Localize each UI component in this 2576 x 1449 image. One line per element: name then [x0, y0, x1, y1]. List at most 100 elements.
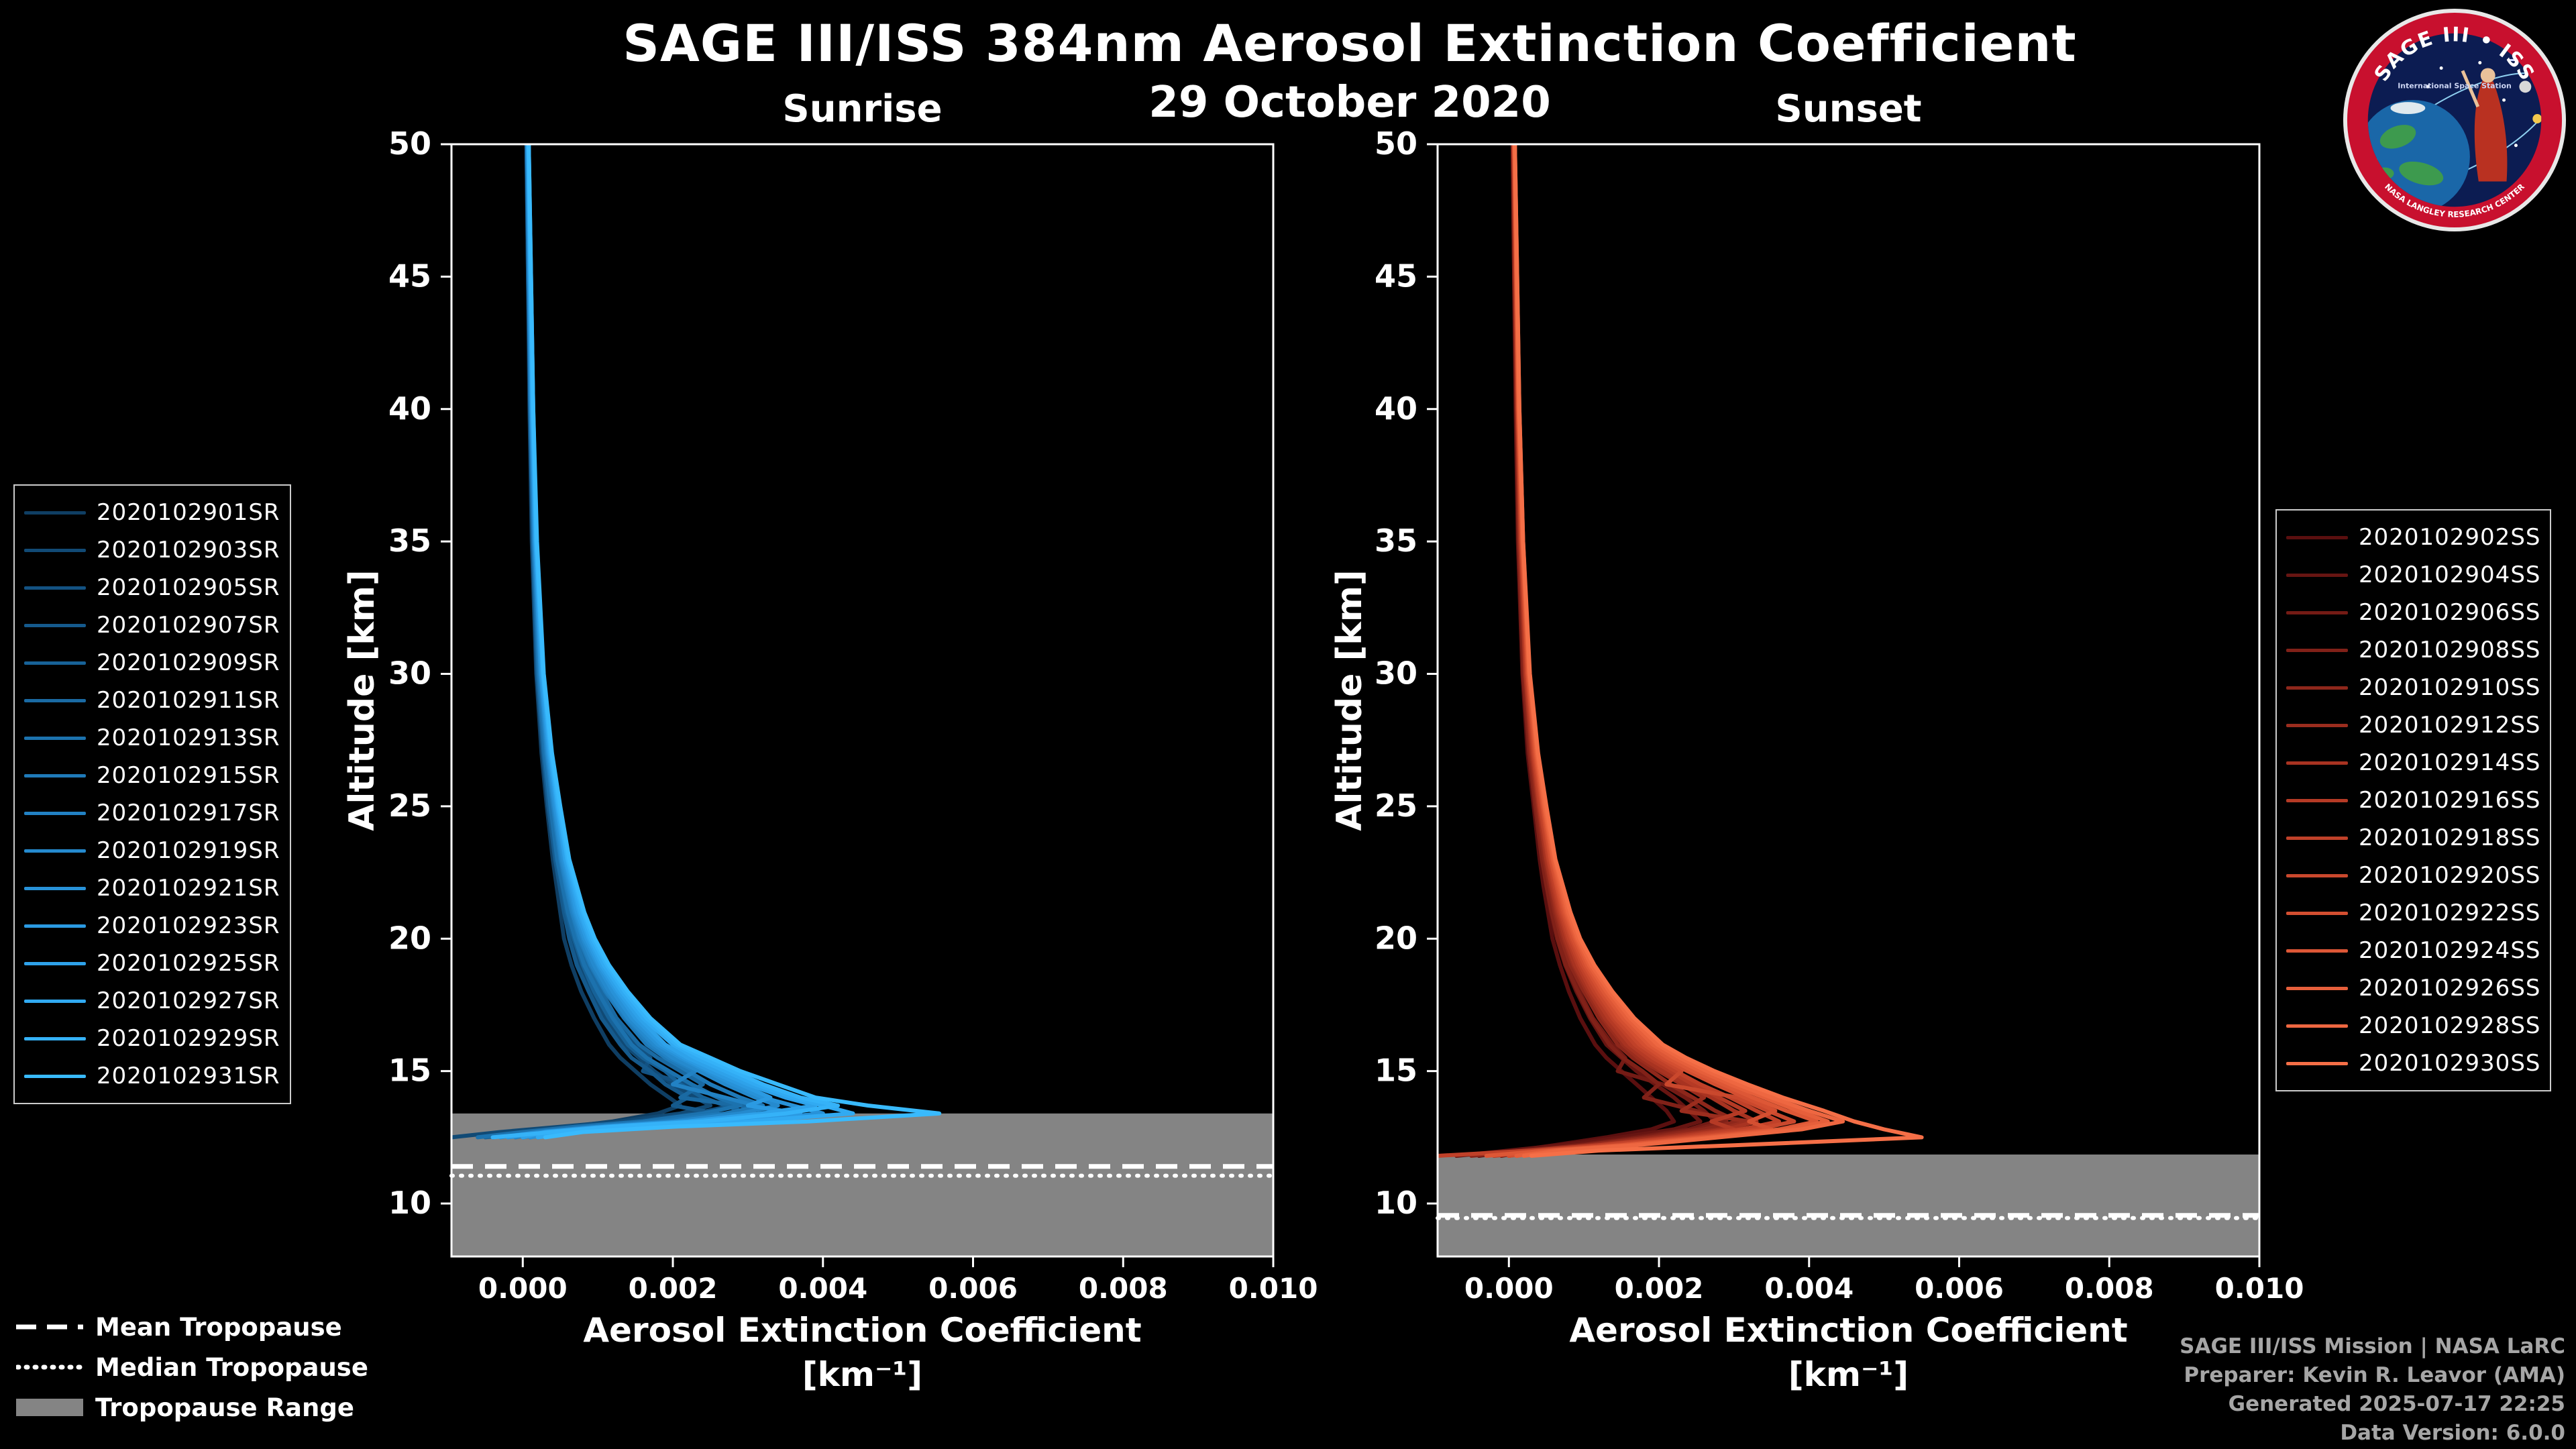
credits-generated: Generated 2025-07-17 22:25 — [2228, 1392, 2565, 1416]
median-tropopause-label: Median Tropopause — [95, 1352, 368, 1382]
tropopause-range-band — [1438, 1155, 2259, 1256]
legend-item: 2020102903SR — [24, 531, 280, 569]
y-tick-label: 35 — [388, 523, 431, 559]
legend-label: 2020102920SS — [2359, 862, 2541, 889]
legend-line-swatch — [2286, 873, 2348, 877]
legend-line-swatch — [24, 886, 86, 890]
legend-line-swatch — [24, 811, 86, 815]
profile-line-2020102929SR — [490, 144, 841, 1140]
legend-line-swatch — [2286, 723, 2348, 727]
legend-label: 2020102912SS — [2359, 712, 2541, 739]
profile-line-2020102931SR — [527, 144, 942, 1140]
credits-block: SAGE III/ISS Mission | NASA LaRC Prepare… — [2180, 1332, 2565, 1448]
figure-arm — [2461, 70, 2480, 108]
profile-line-2020102911SR — [525, 144, 773, 1140]
legend-label: 2020102930SS — [2359, 1050, 2541, 1077]
x-tick-label: 0.010 — [1229, 1272, 1318, 1305]
sunrise-x-axis-label: Aerosol Extinction Coefficient [km⁻¹] — [451, 1308, 1273, 1397]
y-tick-label: 25 — [1375, 788, 1417, 824]
tropopause-range-swatch — [16, 1399, 83, 1416]
profile-line-2020102917SR — [521, 144, 788, 1140]
legend-item: 2020102910SS — [2286, 669, 2540, 706]
robed-figure — [2474, 80, 2508, 182]
star-icon — [2502, 98, 2506, 102]
figure-head — [2480, 68, 2496, 83]
logo-subtitle-text: International Space Station — [2398, 81, 2512, 90]
legend-item: 2020102907SR — [24, 606, 280, 644]
x-tick-label: 0.000 — [1464, 1272, 1554, 1305]
figure-date: 29 October 2020 — [1148, 78, 1551, 127]
legend-item: 2020102905SR — [24, 569, 280, 606]
legend-item: 2020102914SS — [2286, 744, 2540, 782]
legend-item: 2020102917SR — [24, 794, 280, 832]
median-tropopause-legend-item: Median Tropopause — [16, 1347, 368, 1387]
tropopause-legend: Mean Tropopause Median Tropopause Tropop… — [16, 1307, 368, 1428]
legend-item: 2020102927SR — [24, 982, 280, 1020]
legend-item: 2020102929SR — [24, 1020, 280, 1057]
legend-label: 2020102921SR — [97, 875, 280, 902]
legend-item: 2020102930SS — [2286, 1044, 2540, 1082]
mean-tropopause-label: Mean Tropopause — [95, 1312, 342, 1342]
legend-label: 2020102905SR — [97, 574, 280, 601]
profile-line-2020102928SS — [1513, 144, 1845, 1158]
star-icon — [2439, 66, 2443, 70]
legend-item: 2020102912SS — [2286, 706, 2540, 744]
star-icon — [2514, 144, 2518, 148]
legend-line-swatch — [24, 698, 86, 702]
profile-line-2020102930SS — [1513, 144, 1924, 1158]
legend-item: 2020102904SS — [2286, 556, 2540, 594]
legend-label: 2020102906SS — [2359, 599, 2541, 626]
sunset-y-axis-label: Altitude [km] — [1330, 570, 1370, 831]
legend-label: 2020102918SS — [2359, 824, 2541, 851]
legend-line-swatch — [24, 1036, 86, 1040]
legend-line-swatch — [2286, 761, 2348, 765]
legend-line-swatch — [24, 924, 86, 928]
y-tick-label: 40 — [388, 390, 431, 427]
profile-line-2020102922SS — [1507, 144, 1778, 1158]
legend-item: 2020102922SS — [2286, 894, 2540, 932]
legend-line-swatch — [24, 623, 86, 627]
legend-line-swatch — [24, 661, 86, 665]
legend-label: 2020102923SR — [97, 912, 280, 939]
legend-line-swatch — [24, 586, 86, 590]
tropopause-range-label: Tropopause Range — [95, 1393, 354, 1422]
legend-line-swatch — [2286, 1061, 2348, 1065]
legend-line-swatch — [2286, 986, 2348, 990]
plot-frame — [450, 143, 1275, 1258]
x-tick-label: 0.006 — [1915, 1272, 2004, 1305]
legend-line-swatch — [24, 548, 86, 552]
legend-line-swatch — [2286, 648, 2348, 652]
legend-item: 2020102908SS — [2286, 631, 2540, 669]
y-tick-label: 45 — [1375, 258, 1417, 294]
legend-label: 2020102901SR — [97, 499, 280, 526]
y-tick-label: 15 — [388, 1053, 431, 1089]
profile-line-2020102904SS — [1454, 144, 1703, 1158]
sunset-x-axis-label-text: Aerosol Extinction Coefficient — [1569, 1311, 2128, 1350]
legend-line-swatch — [2286, 1024, 2348, 1028]
sunset-x-axis-label: Aerosol Extinction Coefficient [km⁻¹] — [1438, 1308, 2259, 1397]
legend-line-swatch — [2286, 798, 2348, 802]
x-tick-label: 0.004 — [1764, 1272, 1854, 1305]
legend-line-swatch — [2286, 949, 2348, 953]
legend-line-swatch — [24, 849, 86, 853]
legend-label: 2020102909SR — [97, 649, 280, 676]
legend-line-swatch — [24, 511, 86, 515]
legend-line-swatch — [24, 999, 86, 1003]
profile-line-2020102927SR — [527, 144, 855, 1140]
legend-line-swatch — [24, 1074, 86, 1078]
sun-icon — [2532, 114, 2542, 123]
profile-line-2020102925SR — [521, 144, 818, 1140]
profile-line-2020102915SR — [513, 144, 765, 1140]
y-tick-label: 50 — [388, 125, 431, 162]
continent-shape — [2379, 125, 2416, 149]
y-tick-label: 20 — [388, 920, 431, 956]
profile-line-2020102924SS — [1484, 144, 1819, 1158]
legend-label: 2020102922SS — [2359, 900, 2541, 926]
legend-label: 2020102924SS — [2359, 937, 2541, 964]
x-tick-label: 0.002 — [1615, 1272, 1704, 1305]
legend-label: 2020102907SR — [97, 612, 280, 639]
legend-label: 2020102916SS — [2359, 787, 2541, 814]
legend-label: 2020102915SR — [97, 762, 280, 789]
legend-label: 2020102931SR — [97, 1063, 280, 1089]
legend-item: 2020102923SR — [24, 907, 280, 945]
